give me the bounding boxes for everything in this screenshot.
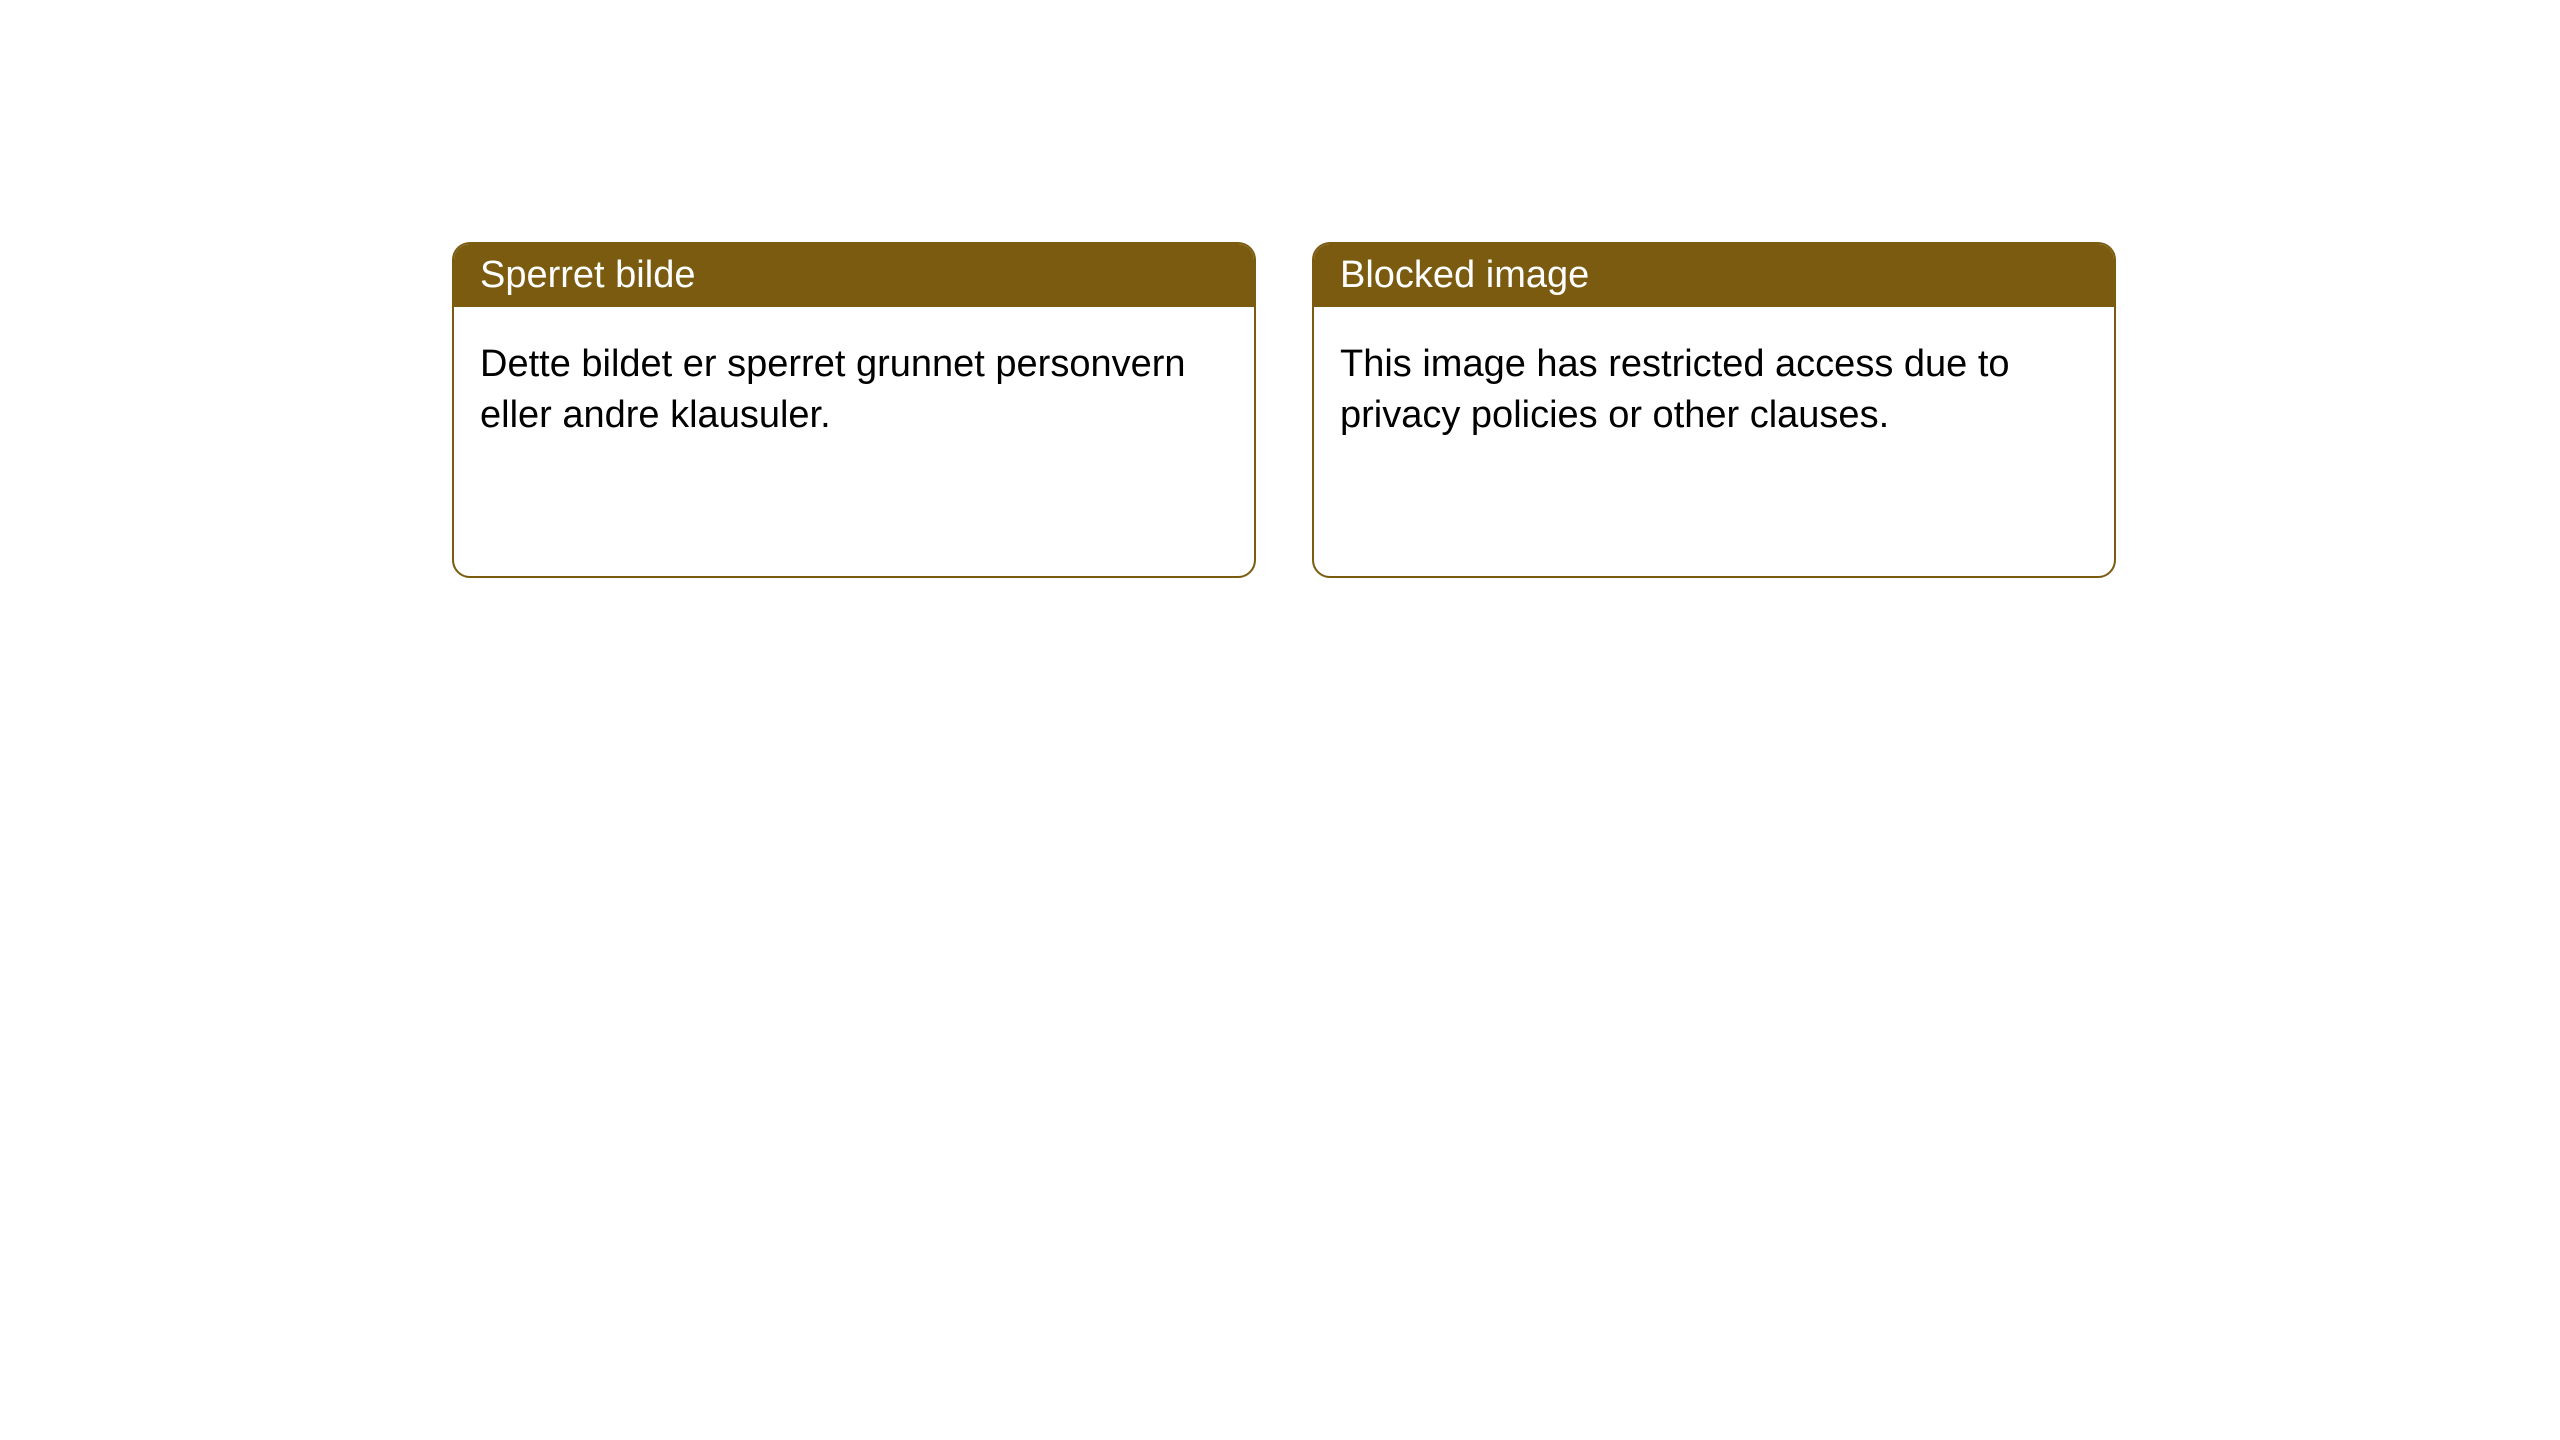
notice-title: Sperret bilde: [480, 254, 695, 296]
notice-box-english: Blocked image This image has restricted …: [1312, 242, 2116, 578]
notice-body: This image has restricted access due to …: [1314, 307, 2114, 474]
notice-body-text: This image has restricted access due to …: [1340, 343, 2010, 436]
notice-header: Blocked image: [1314, 244, 2114, 307]
notice-title: Blocked image: [1340, 254, 1589, 296]
notice-box-norwegian: Sperret bilde Dette bildet er sperret gr…: [452, 242, 1256, 578]
notice-container: Sperret bilde Dette bildet er sperret gr…: [0, 0, 2560, 578]
notice-header: Sperret bilde: [454, 244, 1254, 307]
notice-body-text: Dette bildet er sperret grunnet personve…: [480, 343, 1186, 436]
notice-body: Dette bildet er sperret grunnet personve…: [454, 307, 1254, 474]
